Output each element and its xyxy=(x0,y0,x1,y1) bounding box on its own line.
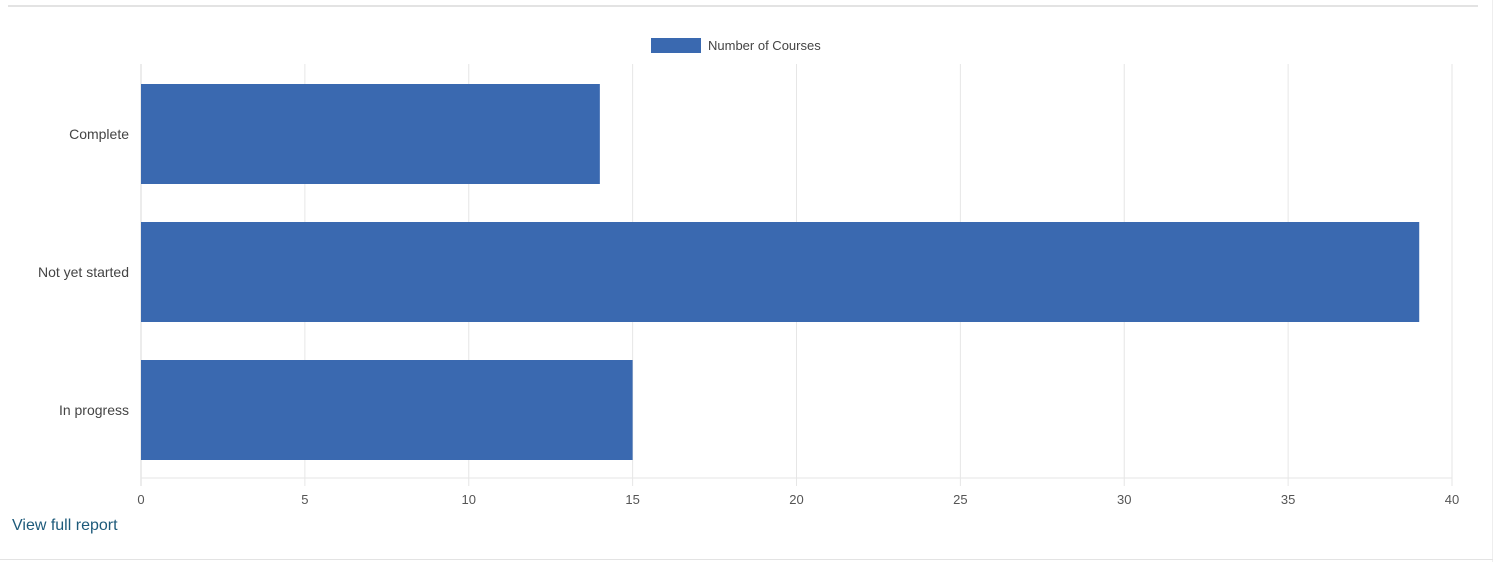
legend-label: Number of Courses xyxy=(708,38,821,53)
view-full-report-link[interactable]: View full report xyxy=(12,517,118,534)
category-label: Not yet started xyxy=(38,264,129,280)
x-tick-label: 25 xyxy=(953,492,967,507)
x-tick-label: 5 xyxy=(301,492,308,507)
course-status-chart: Number of Courses Complete Not yet starte… xyxy=(38,38,1459,507)
x-axis-ticks: 0 5 10 15 20 25 30 35 40 xyxy=(137,492,1459,507)
category-label: In progress xyxy=(59,402,129,418)
bars xyxy=(141,84,1420,460)
bar-complete[interactable] xyxy=(141,84,600,184)
x-tick-label: 35 xyxy=(1281,492,1295,507)
top-divider xyxy=(8,5,1478,7)
legend-swatch xyxy=(651,38,701,53)
x-tick-label: 20 xyxy=(789,492,803,507)
category-label: Complete xyxy=(69,126,129,142)
x-tick-label: 15 xyxy=(625,492,639,507)
chart-legend[interactable]: Number of Courses xyxy=(651,38,821,53)
x-tick-label: 30 xyxy=(1117,492,1131,507)
x-tick-label: 0 xyxy=(137,492,144,507)
bottom-divider xyxy=(0,559,1493,560)
category-labels: Complete Not yet started In progress xyxy=(38,126,129,418)
x-tick-label: 40 xyxy=(1445,492,1459,507)
bar-in-progress[interactable] xyxy=(141,360,633,460)
bar-not-yet-started[interactable] xyxy=(141,222,1420,322)
x-tick-label: 10 xyxy=(462,492,476,507)
